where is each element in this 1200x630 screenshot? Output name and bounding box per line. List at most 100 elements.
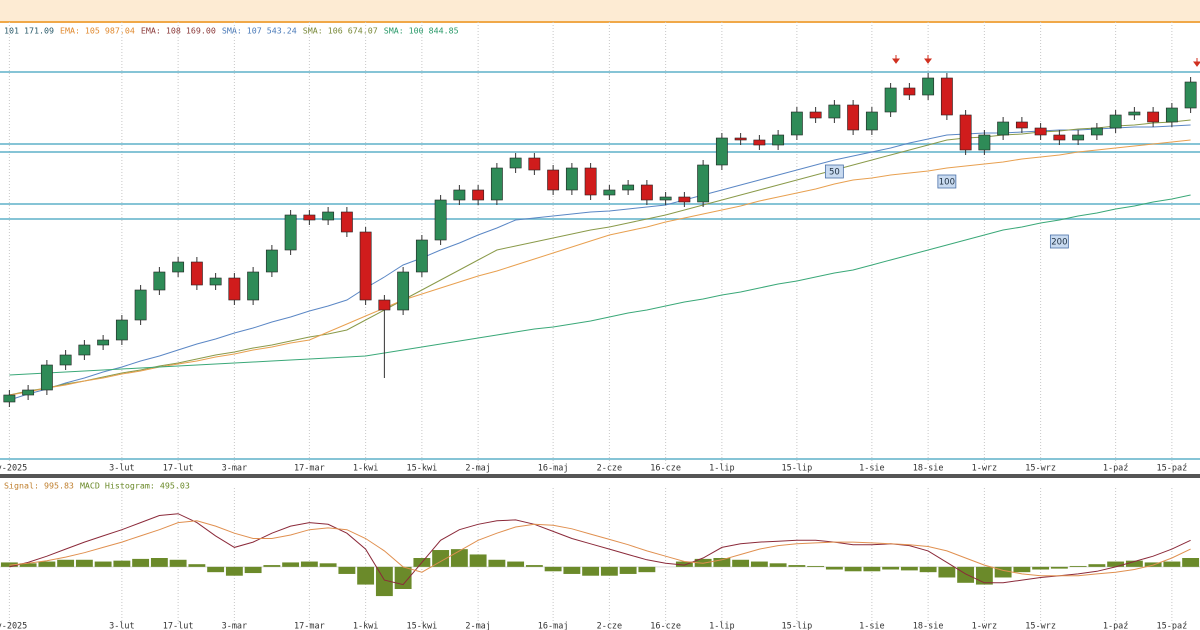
candle-body <box>78 344 91 356</box>
candle-body <box>790 111 803 136</box>
x-tick-label: 1-sie <box>859 464 885 474</box>
histogram-bar <box>38 561 56 567</box>
histogram-bar <box>357 566 375 585</box>
candle-body <box>265 249 278 273</box>
candle-body <box>1109 114 1122 129</box>
candle-body <box>1072 134 1085 141</box>
candle-body <box>528 157 541 171</box>
candle-body <box>922 77 935 96</box>
x-tick-label: 17-mar <box>294 464 325 474</box>
macd-pane: Signal: 995.83 MACD Histogram: 495.03 ty-2… <box>0 481 1200 630</box>
histogram-bar <box>957 566 975 583</box>
candle-body <box>303 214 316 221</box>
histogram-bar <box>1069 565 1087 567</box>
candle-body <box>697 164 710 203</box>
candle-body <box>3 394 16 403</box>
candle-body <box>397 271 410 311</box>
x-tick-label: 2-cze <box>597 464 623 474</box>
candle-body <box>40 364 53 391</box>
indicator-label: SMA: 107 543.24 <box>222 26 297 36</box>
candle-body <box>190 261 203 286</box>
histogram-bar <box>600 566 618 576</box>
line-label-box <box>937 174 957 189</box>
indicator-label: 101 171.09 <box>4 26 54 36</box>
candle-body <box>1090 127 1103 136</box>
x-tick-label: 15-kwi <box>407 622 438 630</box>
histogram-bar <box>582 566 600 576</box>
histogram-bar <box>1163 561 1181 567</box>
candle-body <box>584 167 597 196</box>
candle-body <box>547 169 560 191</box>
x-tick-label: 1-sie <box>859 622 885 630</box>
histogram-bar <box>619 566 637 574</box>
histogram-bar <box>1032 566 1050 570</box>
candle-body <box>1184 81 1197 109</box>
candle-body <box>640 184 653 201</box>
candle-body <box>434 199 447 241</box>
x-tick-label: 3-mar <box>222 464 248 474</box>
histogram-bar <box>469 554 487 567</box>
x-tick-label: 15-paź <box>1157 464 1188 474</box>
histogram-bar <box>807 565 825 567</box>
indicator-line <box>9 139 1191 396</box>
candle-body <box>884 87 897 113</box>
histogram-bar <box>675 561 693 567</box>
candle-body <box>228 277 241 301</box>
indicator-label: EMA: 108 169.00 <box>141 26 216 36</box>
histogram-bar <box>450 549 468 567</box>
indicator-label: MACD Histogram: 495.03 <box>80 481 190 491</box>
line-label: 100 <box>939 178 955 188</box>
candle-body <box>322 211 335 221</box>
candle-body <box>978 134 991 151</box>
histogram-bar <box>525 565 543 567</box>
histogram-bar <box>882 566 900 570</box>
histogram-bar <box>19 563 37 567</box>
candle-body <box>678 196 691 203</box>
histogram-bar <box>1013 566 1031 573</box>
histogram-bar <box>919 566 937 573</box>
histogram-bar <box>282 562 300 567</box>
histogram-bar <box>900 566 918 571</box>
candle-body <box>903 87 916 96</box>
histogram-bar <box>507 561 525 567</box>
histogram-bar <box>769 563 787 567</box>
line-label-box <box>824 164 844 179</box>
x-tick-label: 15-wrz <box>1025 622 1056 630</box>
x-tick-label: 17-lut <box>163 464 194 474</box>
line-label: 200 <box>1051 238 1067 248</box>
histogram-bar <box>132 558 150 567</box>
histogram-bar <box>844 566 862 572</box>
candle-body <box>1053 134 1066 141</box>
x-tick-label: 15-paź <box>1157 622 1188 630</box>
x-tick-label: 1-wrz <box>972 464 998 474</box>
histogram-bar <box>863 566 881 572</box>
x-tick-label: 16-maj <box>538 622 569 630</box>
x-tick-label: 16-maj <box>538 464 569 474</box>
candle-body <box>134 289 147 321</box>
candle-body <box>940 77 953 116</box>
candle-body <box>734 137 747 141</box>
x-tick-label: 17-lut <box>163 622 194 630</box>
candle-body <box>415 239 428 273</box>
candle-body <box>1034 127 1047 136</box>
price-pane: 101 171.09 EMA: 105 987.04 EMA: 108 169.00… <box>0 22 1200 474</box>
candle-body <box>172 261 185 273</box>
line-label: 50 <box>829 168 840 178</box>
candle-body <box>959 114 972 151</box>
histogram-bar <box>994 566 1012 578</box>
candle-body <box>847 104 860 131</box>
candle-body <box>1165 107 1178 123</box>
x-tick-label: 3-mar <box>222 622 248 630</box>
pane-separator <box>0 474 1200 478</box>
histogram-bar <box>169 559 187 567</box>
arrow <box>1193 58 1200 67</box>
histogram-bar <box>94 561 112 567</box>
x-tick-label: 18-sie <box>913 622 944 630</box>
indicator-line <box>9 124 1191 401</box>
candle-body <box>753 139 766 146</box>
arrow <box>892 55 900 64</box>
histogram-bar <box>788 565 806 567</box>
candle-body <box>209 277 222 286</box>
candle-body <box>284 214 297 251</box>
